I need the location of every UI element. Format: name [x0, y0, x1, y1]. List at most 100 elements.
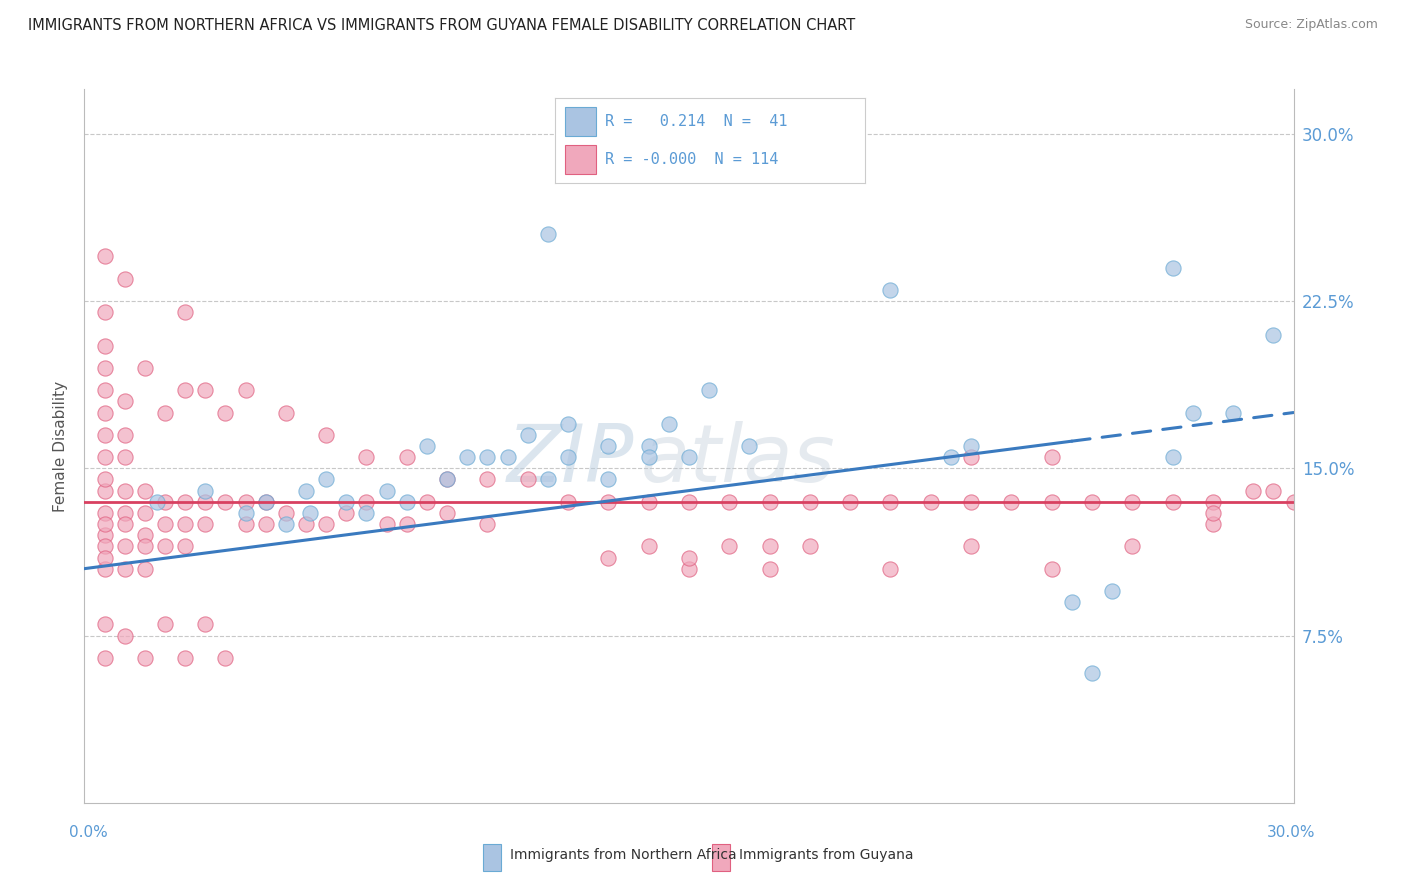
Point	[1040, 450, 1063, 464]
Point	[356, 494, 378, 508]
Point	[799, 494, 821, 508]
Point	[254, 494, 277, 508]
Point	[335, 506, 357, 520]
Point	[1202, 494, 1225, 508]
Point	[1121, 494, 1143, 508]
Point	[1081, 494, 1104, 508]
Point	[315, 473, 337, 487]
Point	[718, 539, 741, 553]
Point	[174, 305, 197, 319]
Point	[114, 539, 136, 553]
Point	[456, 450, 478, 464]
Point	[93, 651, 115, 665]
Point	[134, 651, 156, 665]
Point	[678, 562, 700, 576]
Point	[114, 427, 136, 442]
Point	[1263, 327, 1285, 342]
Point	[436, 473, 458, 487]
Point	[598, 550, 620, 565]
Point	[395, 450, 418, 464]
Point	[114, 516, 136, 531]
Text: atlas: atlas	[641, 421, 835, 500]
Point	[134, 528, 156, 542]
Text: R = -0.000  N = 114: R = -0.000 N = 114	[605, 152, 779, 167]
Point	[1263, 483, 1285, 498]
Point	[194, 483, 217, 498]
Point	[799, 539, 821, 553]
Text: IMMIGRANTS FROM NORTHERN AFRICA VS IMMIGRANTS FROM GUYANA FEMALE DISABILITY CORR: IMMIGRANTS FROM NORTHERN AFRICA VS IMMIG…	[28, 18, 855, 33]
Point	[1000, 494, 1022, 508]
Point	[557, 417, 579, 431]
Point	[335, 494, 357, 508]
Point	[960, 450, 983, 464]
Point	[718, 494, 741, 508]
Point	[375, 483, 398, 498]
Point	[254, 516, 277, 531]
Point	[315, 516, 337, 531]
Point	[93, 360, 115, 375]
Point	[939, 450, 962, 464]
Text: R =   0.214  N =  41: R = 0.214 N = 41	[605, 114, 787, 129]
Point	[960, 439, 983, 453]
Point	[214, 494, 236, 508]
Point	[93, 483, 115, 498]
Bar	[565, 145, 596, 175]
Point	[758, 494, 780, 508]
Point	[93, 550, 115, 565]
Point	[920, 494, 942, 508]
Point	[174, 651, 197, 665]
Point	[114, 271, 136, 285]
Point	[93, 427, 115, 442]
Point	[375, 516, 398, 531]
Point	[134, 360, 156, 375]
Point	[1202, 516, 1225, 531]
Point	[114, 483, 136, 498]
Bar	[711, 844, 730, 871]
Point	[1101, 583, 1123, 598]
Point	[758, 562, 780, 576]
Point	[637, 439, 659, 453]
Point	[93, 338, 115, 352]
Point	[1081, 666, 1104, 681]
Point	[93, 450, 115, 464]
Point	[93, 384, 115, 398]
Point	[395, 494, 418, 508]
Point	[194, 384, 217, 398]
Point	[114, 628, 136, 642]
Point	[697, 384, 720, 398]
Point	[557, 494, 579, 508]
Point	[153, 405, 176, 419]
Point	[93, 539, 115, 553]
Point	[879, 562, 901, 576]
Point	[214, 405, 236, 419]
Point	[315, 427, 337, 442]
Point	[134, 506, 156, 520]
Point	[1202, 506, 1225, 520]
Point	[153, 516, 176, 531]
Point	[153, 617, 176, 632]
Point	[295, 483, 318, 498]
Point	[658, 417, 681, 431]
Point	[738, 439, 761, 453]
Point	[174, 516, 197, 531]
Point	[879, 283, 901, 297]
Point	[93, 305, 115, 319]
Point	[1060, 595, 1083, 609]
Point	[1241, 483, 1264, 498]
Point	[1161, 494, 1184, 508]
Point	[496, 450, 519, 464]
Point	[114, 394, 136, 409]
Point	[93, 562, 115, 576]
Point	[1161, 260, 1184, 275]
Point	[153, 539, 176, 553]
Point	[1121, 539, 1143, 553]
Text: 0.0%: 0.0%	[69, 825, 108, 840]
Point	[174, 539, 197, 553]
Point	[758, 539, 780, 553]
Point	[153, 494, 176, 508]
Point	[93, 249, 115, 264]
Point	[436, 506, 458, 520]
Point	[356, 450, 378, 464]
Point	[146, 494, 169, 508]
Point	[299, 506, 322, 520]
